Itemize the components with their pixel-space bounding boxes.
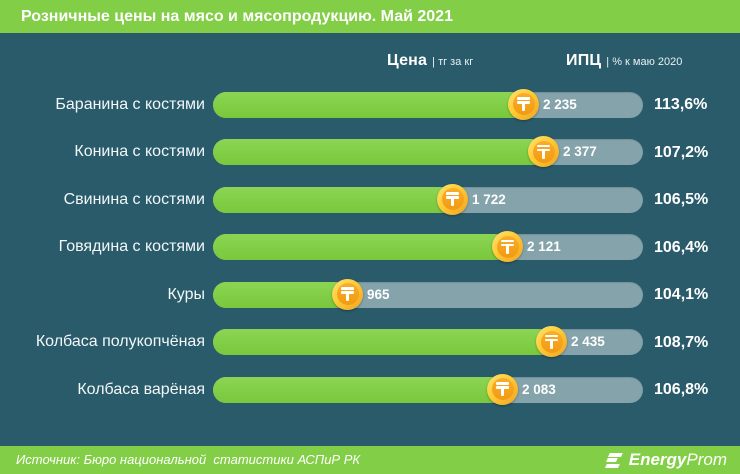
category-label: Колбаса варёная <box>77 380 205 398</box>
bar-fill <box>213 91 523 118</box>
energyprom-logo: EnergyProm <box>604 446 727 474</box>
category-label: Говядина с костями <box>58 238 205 256</box>
chart-row: Свинина с костями 1 722 106,5% <box>0 176 740 224</box>
ipc-value: 106,8% <box>654 381 709 398</box>
energyprom-logo-icon <box>604 452 623 468</box>
logo-energy-word: Energy <box>628 450 687 469</box>
tenge-coin-icon <box>508 88 539 120</box>
tenge-coin-icon <box>536 326 567 357</box>
price-value: 2 083 <box>522 381 556 397</box>
ipc-value: 107,2% <box>654 143 709 161</box>
price-value: 965 <box>367 286 390 302</box>
tenge-coin-face <box>336 283 359 305</box>
energyprom-logo-text: EnergyProm <box>629 446 727 474</box>
chart-row: Колбаса варёная 2 083 106,8% <box>0 366 740 414</box>
tenge-coin-icon <box>437 183 468 215</box>
price-value: 2 121 <box>527 239 561 254</box>
chart-row: Конина с костями 2 377 107,2% <box>0 129 740 177</box>
ipc-column-header: ИПЦ | % к маю 2020 <box>566 52 682 70</box>
chart-row: Говядина с костями 2 121 106,4% <box>0 224 740 272</box>
tenge-coin-icon <box>332 278 363 310</box>
bar-fill <box>213 329 551 355</box>
bar-track: 2 377 <box>213 136 643 167</box>
bar-fill <box>213 376 502 403</box>
price-header-unit: | тг за кг <box>432 56 474 68</box>
tenge-coin-face <box>540 330 563 353</box>
price-value: 2 377 <box>563 144 597 159</box>
bar-track: 1 722 <box>213 183 643 215</box>
tenge-coin-icon <box>492 231 523 262</box>
category-label: Свинина с костями <box>63 190 205 208</box>
tenge-coin-face <box>496 235 519 258</box>
price-value: 2 235 <box>543 96 577 112</box>
category-label: Колбаса полукопчёная <box>35 333 205 351</box>
price-value: 1 722 <box>472 191 506 207</box>
ipc-value: 108,7% <box>654 333 709 351</box>
ipc-value: 106,5% <box>654 191 709 208</box>
bar-fill <box>213 186 452 213</box>
category-label: Конина с костями <box>74 143 205 161</box>
price-value: 2 435 <box>571 334 605 349</box>
page-title: Розничные цены на мясо и мясопродукцию. … <box>0 0 740 33</box>
tenge-coin-face <box>512 93 535 115</box>
tenge-coin-icon <box>528 136 559 167</box>
ipc-value: 113,6% <box>654 96 708 113</box>
footer-bar: Источник: Бюро национальной статистики А… <box>0 446 740 474</box>
chart-row: Куры 965 104,1% <box>0 271 740 319</box>
category-label: Куры <box>167 285 205 303</box>
category-label: Баранина с костями <box>55 95 205 113</box>
bar-fill <box>213 281 347 308</box>
bar-track: 2 083 <box>213 373 643 405</box>
price-column-header: Цена | тг за кг <box>387 52 473 70</box>
bar-track: 2 235 <box>213 88 643 120</box>
bar-track: 965 <box>213 278 643 310</box>
tenge-coin-face <box>491 378 514 400</box>
tenge-coin-face <box>532 140 555 163</box>
chart-rows: Баранина с костями 2 235 113,6% Конина с ко… <box>0 81 740 414</box>
ipc-value: 104,1% <box>654 286 709 303</box>
tenge-coin-face <box>441 188 464 210</box>
chart-row: Колбаса полукопчёная 2 435 108,7% <box>0 319 740 367</box>
ipc-header-unit: | % к маю 2020 <box>606 56 683 68</box>
logo-prom-word: Prom <box>686 450 727 469</box>
ipc-header-label: ИПЦ <box>566 52 602 69</box>
source-note: Источник: Бюро национальной статистики А… <box>16 452 361 467</box>
tenge-coin-icon <box>487 373 518 405</box>
bar-fill <box>213 139 543 165</box>
bar-fill <box>213 234 507 260</box>
price-header-label: Цена <box>387 52 428 69</box>
ipc-value: 106,4% <box>654 238 709 256</box>
chart-row: Баранина с костями 2 235 113,6% <box>0 81 740 129</box>
bar-track: 2 435 <box>213 326 643 357</box>
bar-track: 2 121 <box>213 231 643 262</box>
